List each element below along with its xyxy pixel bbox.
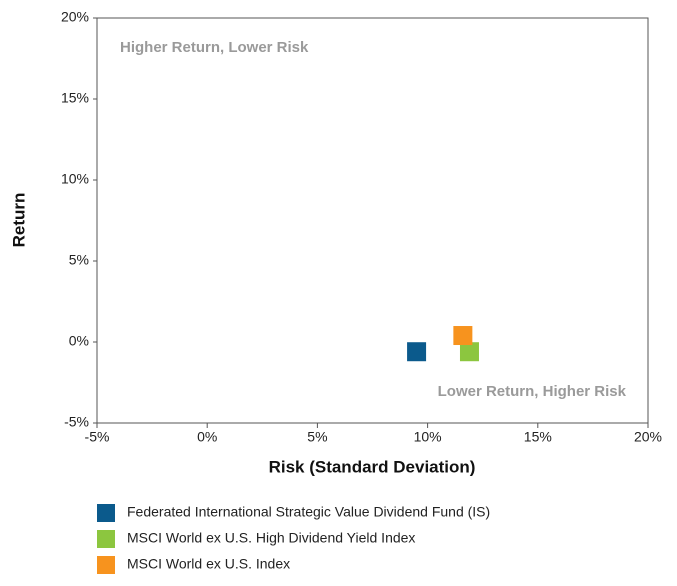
annotation: Lower Return, Higher Risk bbox=[438, 383, 627, 400]
legend-swatch bbox=[97, 530, 115, 548]
legend-label: Federated International Strategic Value … bbox=[127, 504, 490, 520]
point bbox=[459, 342, 479, 362]
y-tick-label: 0% bbox=[69, 333, 89, 349]
legend-swatch bbox=[97, 556, 115, 574]
legend-swatch bbox=[97, 504, 115, 522]
x-tick-label: -5% bbox=[85, 429, 110, 445]
x-tick-label: 0% bbox=[197, 429, 217, 445]
x-tick-label: 10% bbox=[414, 429, 442, 445]
y-tick-label: 10% bbox=[61, 171, 89, 187]
plot-frame bbox=[96, 17, 649, 424]
y-axis-title: Return bbox=[9, 193, 28, 248]
annotation: Higher Return, Lower Risk bbox=[120, 39, 309, 56]
y-tick-label: 20% bbox=[61, 9, 89, 25]
legend-label: MSCI World ex U.S. Index bbox=[127, 556, 290, 572]
y-tick-label: -5% bbox=[64, 414, 89, 430]
x-tick-label: 15% bbox=[524, 429, 552, 445]
x-axis-title: Risk (Standard Deviation) bbox=[269, 457, 476, 476]
legend-label: MSCI World ex U.S. High Dividend Yield I… bbox=[127, 530, 415, 546]
x-tick-label: 5% bbox=[307, 429, 327, 445]
y-tick-label: 15% bbox=[61, 90, 89, 106]
x-tick-label: 20% bbox=[634, 429, 662, 445]
y-tick-label: 5% bbox=[69, 252, 89, 268]
point bbox=[453, 326, 473, 346]
point bbox=[407, 342, 427, 362]
